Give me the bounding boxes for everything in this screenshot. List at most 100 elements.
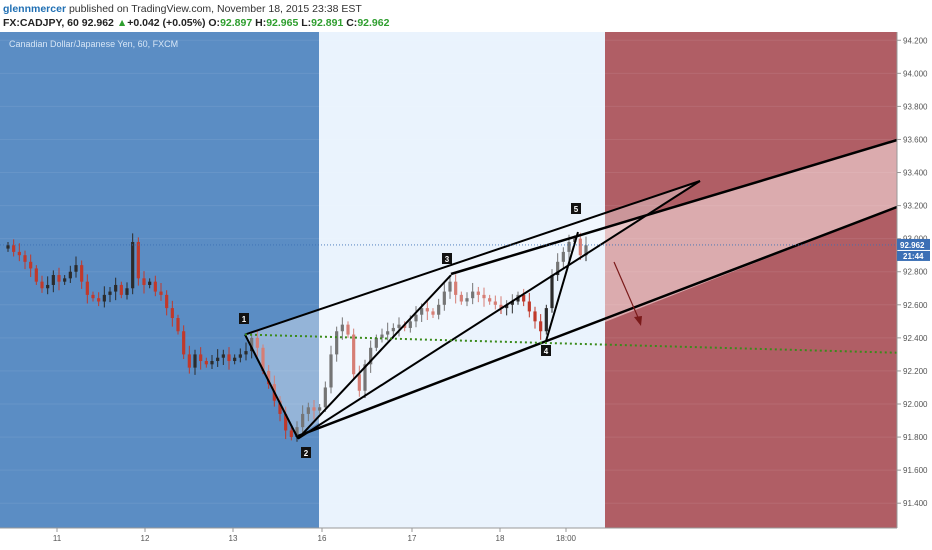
candle-body [346, 324, 350, 335]
candle-body [182, 331, 186, 355]
publish-text: published on TradingView.com, November 1… [66, 3, 362, 15]
candle-body [527, 301, 531, 312]
price-axis-bg [897, 32, 932, 528]
candle-body [454, 281, 458, 295]
candle-body [374, 337, 378, 348]
candle-body [340, 324, 344, 332]
price-tag [897, 238, 930, 250]
candle-body [176, 318, 180, 332]
time-axis[interactable]: 11 12 13 16 17 18 18:00 [0, 527, 932, 550]
candle-body [51, 275, 55, 285]
candle-body [63, 278, 67, 282]
candle-body [391, 327, 395, 332]
wave-label-box [571, 203, 581, 214]
candle-body [397, 324, 401, 328]
candle-body [40, 281, 44, 289]
candle-body [34, 268, 38, 282]
pattern-drawings: 1 2 3 4 5 [0, 138, 898, 458]
price-axis[interactable]: 94.20094.00093.80093.60093.40093.20093.0… [896, 32, 932, 528]
candle-body [357, 374, 361, 391]
candle-body [91, 294, 95, 299]
candle-body [584, 245, 588, 256]
candle-body [442, 291, 446, 305]
symbol-line: FX:CADJPY, 60 92.962 ▲+0.042 (+0.05%) O:… [3, 17, 389, 29]
candle-body [420, 308, 424, 315]
wave-label: 4 [544, 347, 549, 356]
candle-body [352, 334, 356, 375]
candle-body [578, 238, 582, 256]
candle-body [550, 275, 554, 309]
candle-body [119, 284, 123, 295]
author-link[interactable]: glennmercer [3, 3, 67, 15]
candle-body [97, 298, 101, 302]
candle-body [233, 357, 237, 362]
wave-label-box [301, 447, 311, 458]
time-tick-label: 18:00 [556, 534, 577, 543]
candle-body [85, 281, 89, 295]
dotted-trendline [244, 333, 898, 354]
candle-body [533, 311, 537, 322]
wave-4-5-line [545, 231, 579, 342]
candle-body [68, 271, 72, 279]
up-triangle-icon: ▲ [116, 17, 128, 29]
candle-body [289, 430, 293, 438]
candle-body [238, 354, 242, 358]
open-value: 92.897 [220, 17, 253, 29]
candle-body [471, 291, 475, 299]
chart-header: glennmercer published on TradingView.com… [0, 0, 932, 31]
low-value: 92.891 [311, 17, 344, 29]
candle-body [29, 261, 33, 269]
candle-body [187, 354, 191, 368]
candle-body [329, 354, 333, 388]
wave-label-box [239, 313, 249, 324]
last-price: 92.962 [81, 17, 114, 29]
candle-body [136, 241, 140, 279]
candle-body [408, 321, 412, 328]
candle-body [510, 301, 514, 305]
countdown-tag [897, 250, 930, 261]
candle-body [448, 281, 452, 292]
price-tick-label: 91.400 [903, 499, 928, 508]
time-tick-label: 12 [141, 534, 150, 543]
candle-body [318, 407, 322, 411]
channel-fill [605, 140, 897, 322]
price-tick-label: 93.200 [903, 202, 928, 211]
candle-body [335, 331, 339, 355]
candle-body [556, 261, 560, 276]
open-label: O: [208, 17, 221, 29]
candle-body [114, 284, 118, 292]
wedge-left-line [244, 334, 299, 440]
candle-body [386, 331, 390, 335]
candle-body [278, 400, 282, 414]
wave-label-box [442, 253, 452, 264]
time-tick-label: 16 [318, 534, 327, 543]
time-tick-label: 13 [229, 534, 238, 543]
candle-body [363, 364, 367, 391]
candle-body [23, 255, 27, 262]
symbol-label: FX:CADJPY, 60 [3, 17, 79, 29]
candle-body [210, 361, 214, 365]
time-axis-bg [0, 528, 932, 550]
candle-body [476, 291, 480, 295]
time-tick-label: 18 [496, 534, 505, 543]
price-tick-label: 93.400 [903, 169, 928, 178]
candle-body [323, 387, 327, 408]
change-value: +0.042 (+0.05%) [127, 17, 206, 29]
candle-body [499, 304, 503, 309]
candle-body [199, 354, 203, 362]
candle-body [295, 427, 299, 438]
price-tick-label: 93.800 [903, 102, 928, 111]
price-tick-label: 92.800 [903, 268, 928, 277]
candle-body [159, 291, 163, 295]
candle-body [148, 281, 152, 285]
candle-body [431, 311, 435, 315]
forecast-arrow-line [613, 261, 641, 323]
instrument-title: Canadian Dollar/Japanese Yen, 60, FXCM [9, 39, 178, 49]
candle-body [544, 308, 548, 332]
candle-body [153, 281, 157, 292]
candle-body [306, 407, 310, 414]
candle-body [17, 251, 21, 256]
wave-label: 3 [445, 255, 450, 264]
candle-body [204, 361, 208, 365]
